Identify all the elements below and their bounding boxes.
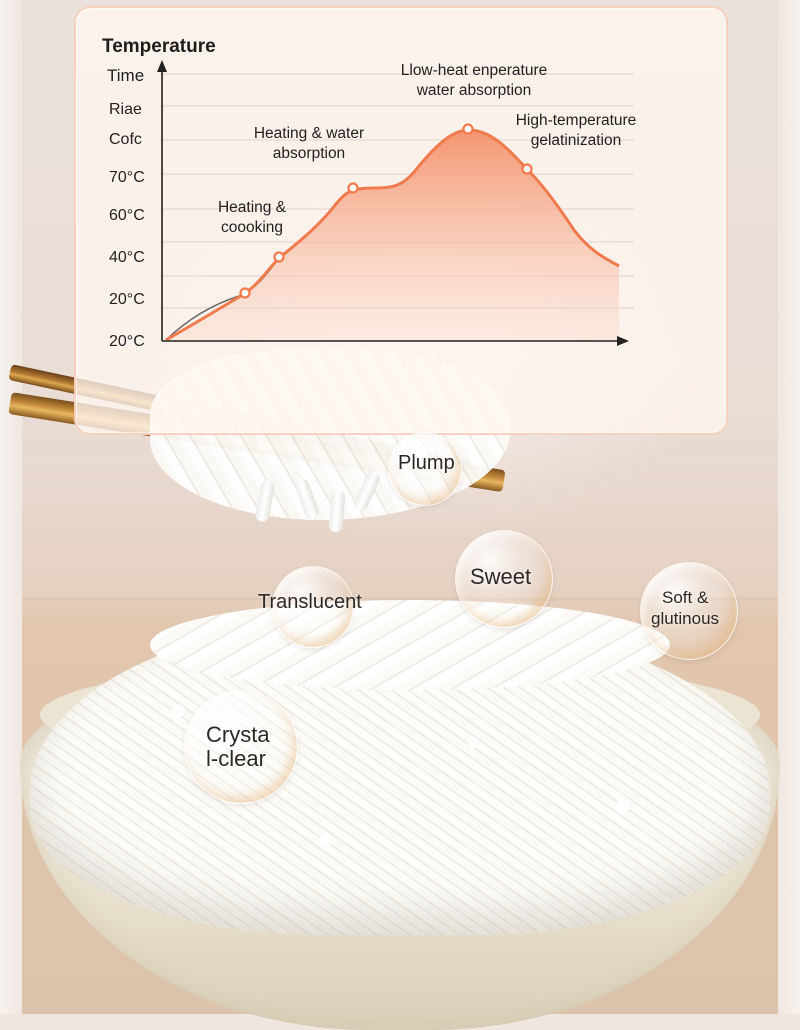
y-tick-label: 60°C xyxy=(109,207,145,224)
stage-marker xyxy=(273,251,285,263)
right-border xyxy=(778,0,800,1014)
stage-marker xyxy=(239,287,251,299)
temperature-area xyxy=(166,130,619,341)
crystal-clear-label-line1: Crysta xyxy=(206,722,270,747)
y-axis-arrow xyxy=(157,60,167,72)
stage-label: water absorption xyxy=(416,82,532,99)
crystal-clear-bubble xyxy=(184,690,298,804)
stage-marker xyxy=(521,163,533,175)
stage-marker xyxy=(347,182,359,194)
sweet-label: Sweet xyxy=(470,564,532,589)
chart-title: Temperature xyxy=(102,36,216,57)
soft-glutinous-label-line1: Soft & xyxy=(662,588,709,607)
stage-label: High-temperature xyxy=(516,112,637,129)
y-tick-label: Riae xyxy=(109,101,142,118)
stage-label: Heating & water xyxy=(254,125,364,142)
plump-label: Plump xyxy=(398,452,455,474)
temperature-chart: Temperature Time Riae Cofc 70°C 60°C 40°C 20°… xyxy=(102,36,637,350)
y-tick-label: 70°C xyxy=(109,169,145,186)
soft-glutinous-bubble xyxy=(640,562,738,660)
stage-marker xyxy=(462,123,474,135)
plump-bubble xyxy=(388,432,462,506)
y-tick-label: 20°C xyxy=(109,333,145,350)
y-tick-label: 20°C xyxy=(109,291,145,308)
sweet-bubble xyxy=(455,530,553,628)
soft-glutinous-label-line2: glutinous xyxy=(651,609,720,628)
x-axis-arrow xyxy=(617,336,629,346)
temperature-curve xyxy=(165,128,620,342)
translucent-label: Translucent xyxy=(258,591,362,613)
stage-label: coooking xyxy=(221,219,283,236)
y-axis-title: Time xyxy=(107,66,144,85)
rice-pile-top xyxy=(150,600,670,690)
stage-label: Llow-heat enperature xyxy=(401,62,548,79)
translucent-bubble xyxy=(272,566,354,648)
stage-label: gelatinization xyxy=(531,132,621,149)
y-tick-label: Cofc xyxy=(109,131,142,148)
left-border xyxy=(0,0,22,1014)
y-tick-label: 40°C xyxy=(109,249,145,266)
crystal-clear-label-line2: l-clear xyxy=(206,746,266,771)
stage-label: absorption xyxy=(273,145,345,162)
stage-label: Heating & xyxy=(218,199,287,216)
